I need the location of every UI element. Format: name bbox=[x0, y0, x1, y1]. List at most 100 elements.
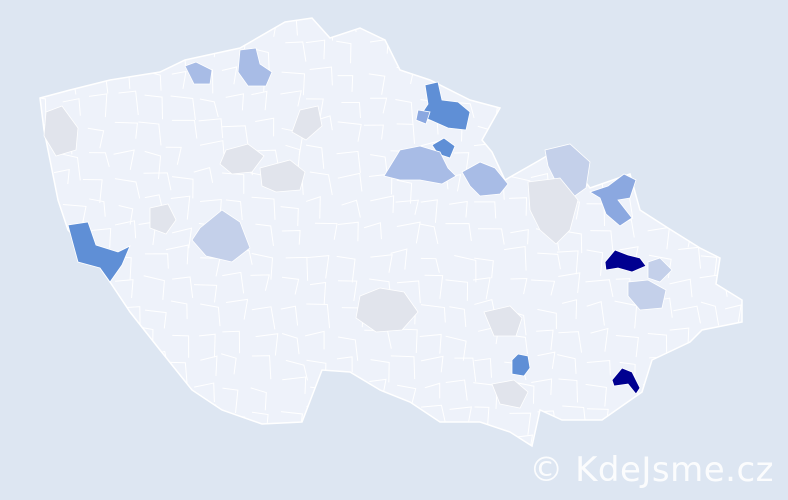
district-border bbox=[419, 333, 442, 354]
district-border bbox=[445, 222, 472, 242]
district-border bbox=[115, 435, 140, 446]
district-grey[interactable] bbox=[355, 287, 419, 333]
district-border bbox=[503, 146, 519, 171]
district-border bbox=[363, 222, 382, 240]
district-border bbox=[536, 93, 556, 120]
district-border bbox=[314, 222, 338, 240]
district-light[interactable] bbox=[647, 257, 673, 283]
district-border bbox=[700, 354, 726, 376]
district-light[interactable] bbox=[191, 209, 251, 263]
district-border bbox=[171, 70, 187, 89]
district-border bbox=[255, 438, 276, 446]
district-border bbox=[395, 99, 414, 126]
district-border bbox=[726, 276, 742, 293]
district-border bbox=[338, 336, 359, 361]
district-border bbox=[396, 18, 417, 35]
district-border bbox=[590, 327, 609, 352]
district-strong[interactable] bbox=[511, 353, 531, 377]
district-border bbox=[586, 359, 611, 376]
district-mid[interactable] bbox=[383, 145, 457, 185]
district-border bbox=[561, 299, 578, 320]
district-border bbox=[40, 66, 46, 82]
district-grey[interactable] bbox=[149, 203, 177, 235]
district-grey[interactable] bbox=[43, 105, 79, 157]
district-border bbox=[281, 276, 300, 295]
district-border bbox=[472, 277, 491, 300]
district-border bbox=[445, 335, 467, 361]
district-border bbox=[53, 409, 73, 435]
district-border bbox=[222, 172, 245, 194]
district-border bbox=[40, 254, 43, 270]
district-border bbox=[170, 95, 196, 120]
district-mid[interactable] bbox=[184, 61, 213, 85]
district-border bbox=[420, 42, 443, 64]
district-border bbox=[337, 221, 359, 242]
district-border bbox=[531, 378, 553, 395]
district-border bbox=[759, 258, 783, 279]
district-border bbox=[536, 329, 554, 351]
district-border bbox=[397, 328, 418, 353]
district-border bbox=[87, 127, 105, 149]
district-grey[interactable] bbox=[291, 105, 323, 141]
district-border bbox=[615, 72, 639, 89]
district-mid[interactable] bbox=[237, 47, 273, 87]
district-border bbox=[280, 305, 299, 326]
district-border bbox=[445, 18, 466, 42]
district-border bbox=[724, 304, 742, 324]
district-border bbox=[531, 279, 556, 296]
district-border bbox=[143, 172, 172, 191]
district-light[interactable] bbox=[627, 279, 667, 311]
district-border bbox=[251, 47, 270, 71]
district-border bbox=[255, 333, 279, 356]
district-strong[interactable] bbox=[67, 221, 131, 283]
district-border bbox=[734, 88, 742, 105]
district-blue[interactable] bbox=[415, 109, 431, 125]
district-border bbox=[40, 438, 57, 446]
district-border bbox=[477, 228, 505, 245]
district-border bbox=[725, 127, 742, 154]
district-border bbox=[759, 142, 778, 159]
district-mid[interactable] bbox=[461, 161, 509, 197]
district-light[interactable] bbox=[544, 143, 591, 199]
district-border bbox=[199, 333, 216, 358]
district-grey[interactable] bbox=[491, 379, 529, 409]
district-max[interactable] bbox=[604, 249, 647, 273]
district-border bbox=[138, 18, 163, 36]
district-grey[interactable] bbox=[219, 143, 265, 175]
district-border bbox=[336, 40, 352, 64]
district-border bbox=[586, 249, 604, 276]
district-border bbox=[280, 90, 302, 107]
district-border bbox=[87, 228, 112, 248]
district-grey[interactable] bbox=[527, 177, 579, 245]
district-border bbox=[535, 23, 553, 42]
district-border bbox=[370, 359, 390, 383]
district-border bbox=[615, 119, 635, 138]
district-border bbox=[57, 49, 81, 71]
district-border bbox=[726, 228, 742, 253]
district-border bbox=[700, 96, 722, 117]
district-border bbox=[53, 22, 75, 45]
district-border bbox=[729, 40, 742, 60]
district-border bbox=[370, 195, 395, 213]
district-blue[interactable] bbox=[589, 173, 637, 227]
district-border bbox=[700, 197, 720, 216]
district-border bbox=[478, 433, 497, 446]
district-max[interactable] bbox=[611, 367, 641, 395]
district-border bbox=[677, 41, 695, 60]
district-border bbox=[396, 280, 421, 304]
district-border bbox=[508, 95, 531, 117]
district-border bbox=[199, 98, 219, 118]
district-border bbox=[250, 274, 270, 291]
district-border bbox=[40, 411, 49, 430]
district-border bbox=[54, 384, 75, 404]
district-border bbox=[477, 22, 499, 46]
district-border bbox=[556, 250, 579, 275]
district-grey[interactable] bbox=[483, 305, 523, 337]
district-border bbox=[89, 152, 110, 168]
district-border bbox=[669, 170, 694, 188]
district-border bbox=[144, 194, 163, 209]
district-grey[interactable] bbox=[259, 159, 306, 193]
district-border bbox=[199, 140, 225, 157]
district-border bbox=[226, 414, 246, 440]
district-border bbox=[424, 382, 441, 399]
